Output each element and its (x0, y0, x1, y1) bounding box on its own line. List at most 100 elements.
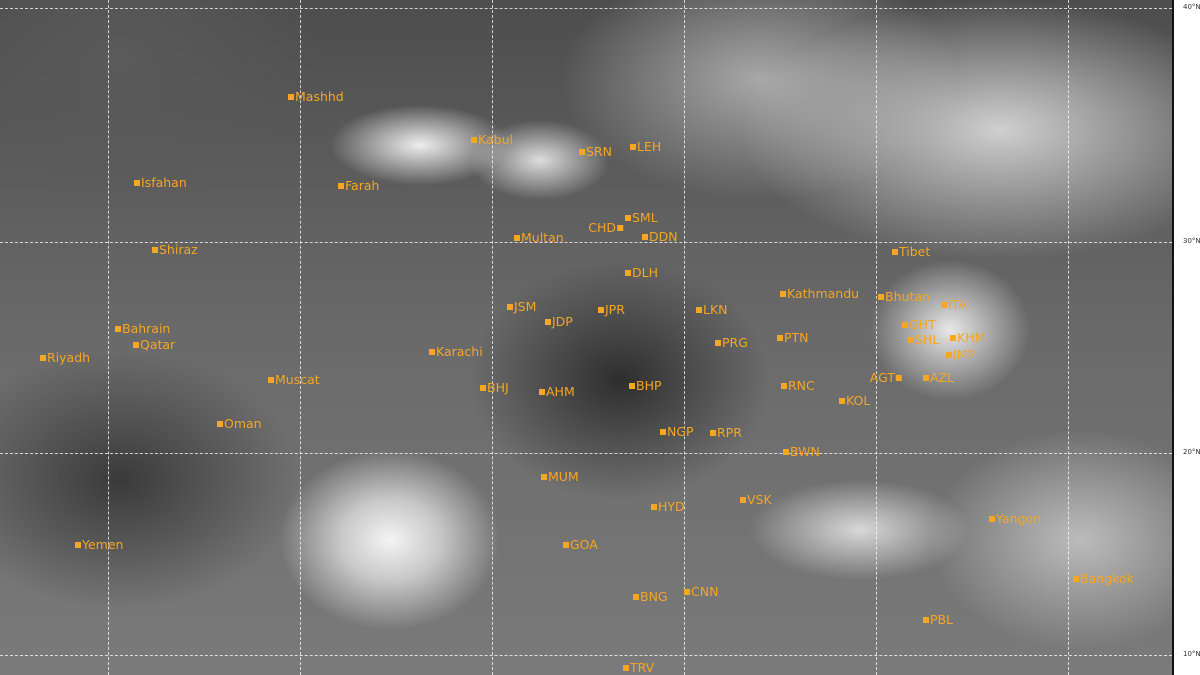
city-marker: SML (625, 211, 658, 225)
city-label: PTN (784, 330, 809, 345)
city-marker: Bahrain (115, 322, 170, 336)
city-label: Isfahan (141, 175, 187, 190)
city-marker: CHD (588, 221, 623, 235)
city-marker: AHM (539, 385, 575, 399)
city-marker: SHL (908, 333, 939, 347)
city-marker: SRN (579, 145, 612, 159)
square-marker-icon (480, 385, 486, 391)
square-marker-icon (629, 383, 635, 389)
city-label: Yangon (996, 511, 1042, 526)
square-marker-icon (989, 516, 995, 522)
square-marker-icon (429, 349, 435, 355)
city-marker: Kathmandu (780, 287, 859, 301)
square-marker-icon (134, 180, 140, 186)
city-label: LEH (637, 139, 662, 154)
city-label: NGP (667, 424, 694, 439)
city-marker: Isfahan (134, 176, 187, 190)
city-marker: JPR (598, 303, 625, 317)
city-marker: RPR (710, 426, 742, 440)
lat-label: 20°N (1183, 448, 1200, 456)
city-label: Kabul (478, 132, 513, 147)
city-marker: Bangkok (1073, 572, 1134, 586)
gridline-30n (0, 242, 1172, 243)
city-label: IMP (953, 347, 976, 362)
city-label: Bahrain (122, 321, 171, 336)
square-marker-icon (642, 234, 648, 240)
square-marker-icon (941, 302, 947, 308)
city-marker: Bhutan (878, 290, 930, 304)
city-marker: JSM (507, 300, 536, 314)
city-label: VSK (747, 492, 772, 507)
square-marker-icon (781, 383, 787, 389)
gridline-lon (1068, 0, 1069, 675)
city-marker: Kabul (471, 133, 513, 147)
square-marker-icon (923, 375, 929, 381)
city-label: LKN (703, 302, 728, 317)
city-marker: PBL (923, 613, 953, 627)
city-label: Shiraz (159, 242, 198, 257)
city-marker: Mashhd (288, 90, 344, 104)
city-label: Yemen (82, 537, 124, 552)
square-marker-icon (563, 542, 569, 548)
city-marker: Tibet (892, 245, 930, 259)
gridline-lon (876, 0, 877, 675)
square-marker-icon (625, 270, 631, 276)
square-marker-icon (946, 352, 952, 358)
satellite-image: Mashhd Isfahan Farah Shiraz Kabul SRN LEH SML CH… (0, 0, 1172, 675)
gridline-lon (684, 0, 685, 675)
city-label: DLH (632, 265, 658, 280)
city-marker: GHT (902, 318, 936, 332)
city-label: Multan (521, 230, 564, 245)
lat-label: 30°N (1183, 237, 1200, 245)
city-label: MUM (548, 469, 579, 484)
city-marker: VSK (740, 493, 772, 507)
square-marker-icon (507, 304, 513, 310)
city-marker: BHJ (480, 381, 509, 395)
square-marker-icon (660, 429, 666, 435)
square-marker-icon (780, 291, 786, 297)
city-marker: AGT (870, 371, 902, 385)
city-label: Muscat (275, 372, 320, 387)
square-marker-icon (40, 355, 46, 361)
city-label: CNN (691, 584, 719, 599)
city-marker: GOA (563, 538, 598, 552)
square-marker-icon (839, 398, 845, 404)
city-marker: Yemen (75, 538, 123, 552)
square-marker-icon (75, 542, 81, 548)
map-border (1172, 0, 1174, 675)
city-label: KOL (846, 393, 871, 408)
city-label: JSM (514, 299, 537, 314)
square-marker-icon (625, 215, 631, 221)
city-label: GOA (570, 537, 598, 552)
square-marker-icon (545, 319, 551, 325)
city-label: Karachi (436, 344, 483, 359)
lat-label: 10°N (1183, 650, 1200, 658)
city-label: Tibet (899, 244, 931, 259)
city-marker: IMP (946, 348, 975, 362)
city-marker: TRV (623, 661, 654, 675)
square-marker-icon (633, 594, 639, 600)
city-label: Mashhd (295, 89, 344, 104)
city-marker: CNN (684, 585, 718, 599)
city-label: Kathmandu (787, 286, 860, 301)
city-label: SHL (915, 332, 940, 347)
gridline-lon (300, 0, 301, 675)
city-label: JPR (605, 302, 625, 317)
square-marker-icon (1073, 576, 1079, 582)
city-label: SRN (586, 144, 612, 159)
city-marker: Shiraz (152, 243, 198, 257)
city-label: Farah (345, 178, 380, 193)
city-label: KHM (957, 330, 986, 345)
city-label: CHD (588, 220, 616, 235)
square-marker-icon (541, 474, 547, 480)
city-label: BHP (636, 378, 662, 393)
city-marker: Yangon (989, 512, 1041, 526)
city-marker: DLH (625, 266, 658, 280)
gridline-10n (0, 655, 1172, 656)
city-label: TRV (630, 660, 655, 675)
city-label: RPR (717, 425, 742, 440)
city-marker: AZL (923, 371, 954, 385)
city-label: Oman (224, 416, 262, 431)
square-marker-icon (715, 340, 721, 346)
city-label: JDP (552, 314, 573, 329)
